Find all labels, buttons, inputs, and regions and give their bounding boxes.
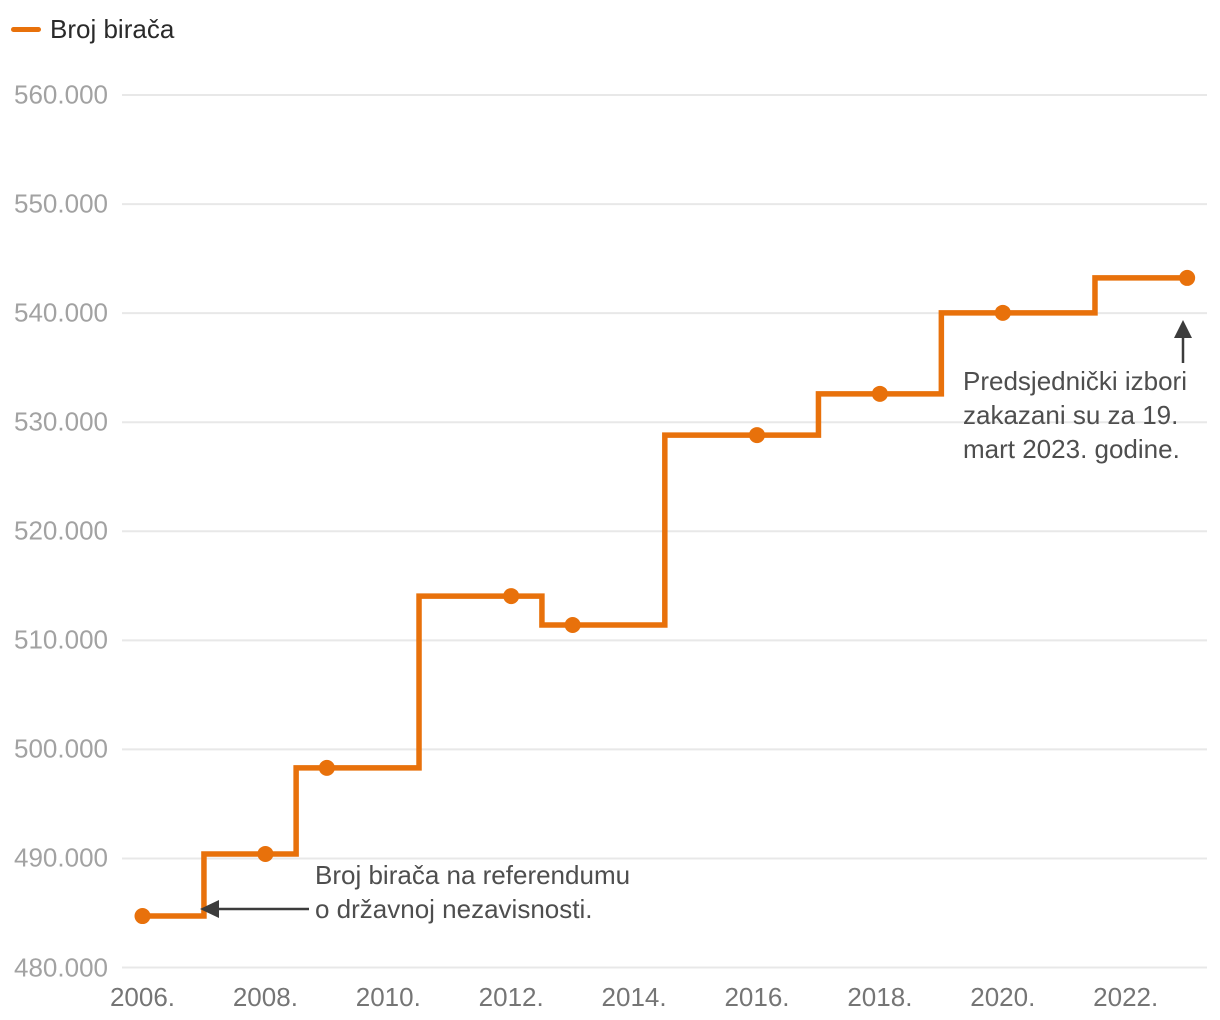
- x-tick-label: 2010.: [355, 982, 421, 1012]
- x-tick-label: 2008.: [232, 982, 298, 1012]
- annotation-elections-line2: zakazani su za 19.: [963, 400, 1179, 430]
- y-tick-label: 480.000: [14, 952, 108, 982]
- x-tick-label: 2018.: [847, 982, 913, 1012]
- data-point: [1179, 269, 1196, 286]
- data-point: [871, 385, 888, 402]
- legend: Broj birača: [11, 14, 174, 45]
- y-tick-label: 550.000: [14, 188, 108, 219]
- data-point: [257, 845, 274, 862]
- x-tick-label: 2014.: [601, 982, 667, 1012]
- y-tick-label: 490.000: [14, 842, 108, 873]
- y-tick-label: 500.000: [14, 733, 108, 764]
- annotation-referendum-line1: Broj birača na referendumu: [315, 860, 631, 890]
- data-point: [749, 427, 765, 444]
- y-tick-label: 520.000: [14, 515, 108, 546]
- data-point: [134, 908, 151, 925]
- legend-label: Broj birača: [50, 14, 175, 44]
- annotation-elections-line3: mart 2023. godine.: [963, 434, 1180, 464]
- annotation-referendum-line2: o državnoj nezavisnosti.: [315, 894, 593, 924]
- x-tick-label: 2022.: [1093, 982, 1159, 1012]
- elections-arrow-head: [1174, 320, 1192, 338]
- legend-line-swatch: [11, 27, 41, 32]
- annotation-referendum: Broj birača na referendumu o državnoj ne…: [315, 858, 630, 926]
- annotation-elections: Predsjednički izbori zakazani su za 19. …: [963, 364, 1187, 466]
- x-tick-label: 2020.: [970, 982, 1036, 1012]
- y-tick-label: 540.000: [14, 297, 108, 328]
- data-point: [564, 616, 581, 633]
- x-tick-label: 2016.: [724, 982, 790, 1012]
- y-tick-label: 530.000: [14, 406, 108, 437]
- data-point: [994, 304, 1011, 321]
- annotation-elections-line1: Predsjednički izbori: [963, 366, 1187, 396]
- x-tick-label: 2006.: [109, 982, 176, 1012]
- referendum-arrow-head: [200, 900, 219, 918]
- y-tick-label: 510.000: [14, 624, 108, 655]
- y-tick-label: 560.000: [14, 79, 108, 110]
- data-point: [503, 588, 520, 605]
- data-point: [318, 759, 335, 776]
- x-tick-label: 2012.: [478, 982, 544, 1012]
